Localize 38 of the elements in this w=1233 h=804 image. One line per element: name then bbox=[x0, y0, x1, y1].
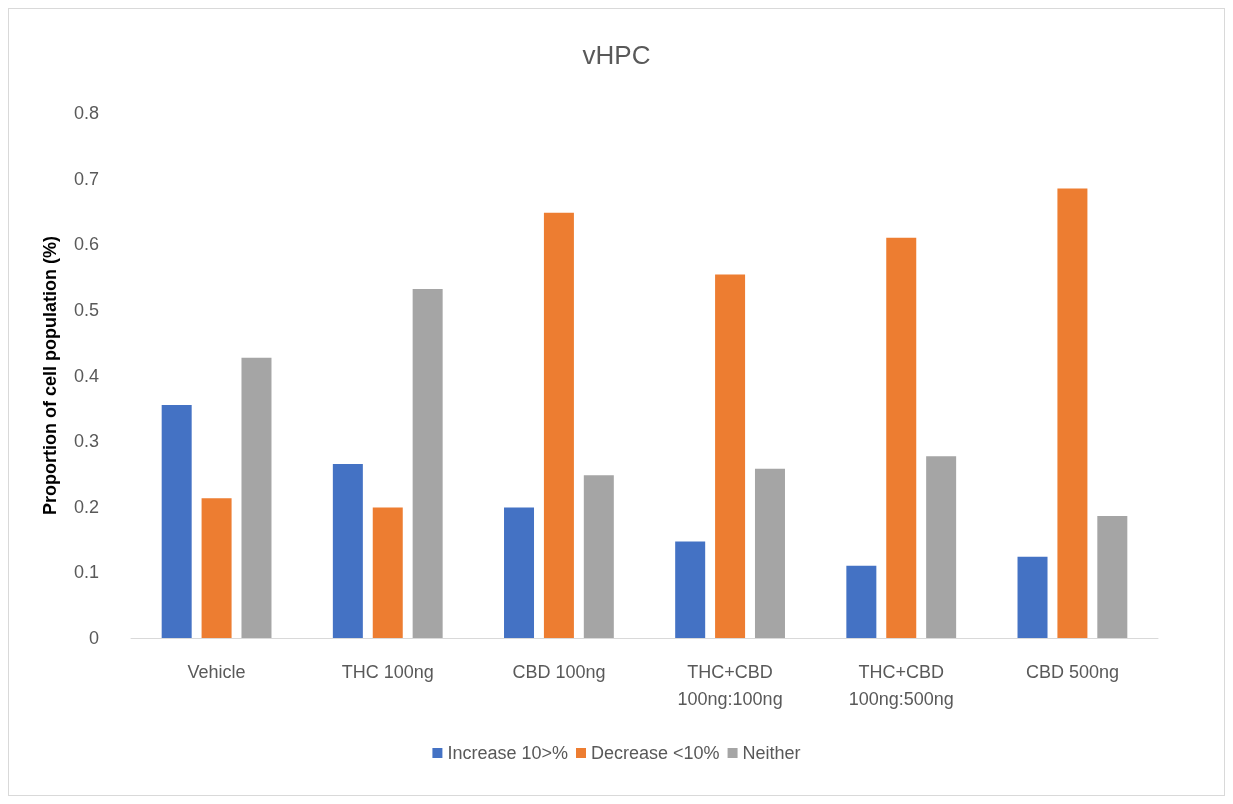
x-tick-label: THC+CBD 100ng:100ng bbox=[677, 661, 783, 709]
x-tick-label: THC 100ng bbox=[341, 661, 434, 682]
bar bbox=[1097, 515, 1128, 638]
legend-label: Neither bbox=[742, 743, 801, 763]
bar bbox=[201, 498, 232, 638]
y-tick-label: 0.1 bbox=[73, 562, 99, 583]
bar bbox=[675, 541, 706, 638]
y-tick-label: 0.2 bbox=[73, 496, 99, 517]
y-tick-label: 0.6 bbox=[73, 234, 99, 255]
bar bbox=[332, 464, 363, 638]
bar bbox=[161, 405, 192, 638]
bar bbox=[926, 456, 957, 638]
x-tick-label: CBD 500ng bbox=[1025, 661, 1119, 682]
y-tick-label: 0.8 bbox=[73, 103, 99, 123]
legend-label: Increase 10>% bbox=[447, 743, 568, 763]
x-tick-label: Vehicle bbox=[187, 661, 246, 682]
y-tick-label: 0.5 bbox=[73, 299, 99, 320]
y-tick-label: 0 bbox=[88, 628, 99, 648]
bar bbox=[715, 274, 746, 638]
bar bbox=[412, 288, 443, 638]
bar bbox=[754, 468, 785, 638]
x-tick-label: CBD 100ng bbox=[512, 661, 606, 682]
bar bbox=[886, 237, 917, 638]
y-tick-label: 0.7 bbox=[73, 168, 99, 189]
bar bbox=[583, 475, 614, 638]
bar bbox=[504, 507, 535, 638]
bar bbox=[1057, 188, 1088, 638]
legend-label: Decrease <10% bbox=[590, 743, 720, 763]
x-tick-label: THC+CBD 100ng:500ng bbox=[848, 661, 954, 709]
chart-title: vHPC bbox=[582, 40, 651, 70]
y-axis-title: Proportion of cell population (%) bbox=[40, 236, 60, 515]
bar bbox=[372, 507, 403, 638]
bar bbox=[241, 357, 272, 638]
bar bbox=[1017, 556, 1048, 638]
bar bbox=[543, 212, 574, 638]
bar bbox=[846, 565, 877, 638]
y-tick-label: 0.4 bbox=[73, 365, 99, 386]
y-tick-label: 0.3 bbox=[73, 431, 99, 452]
